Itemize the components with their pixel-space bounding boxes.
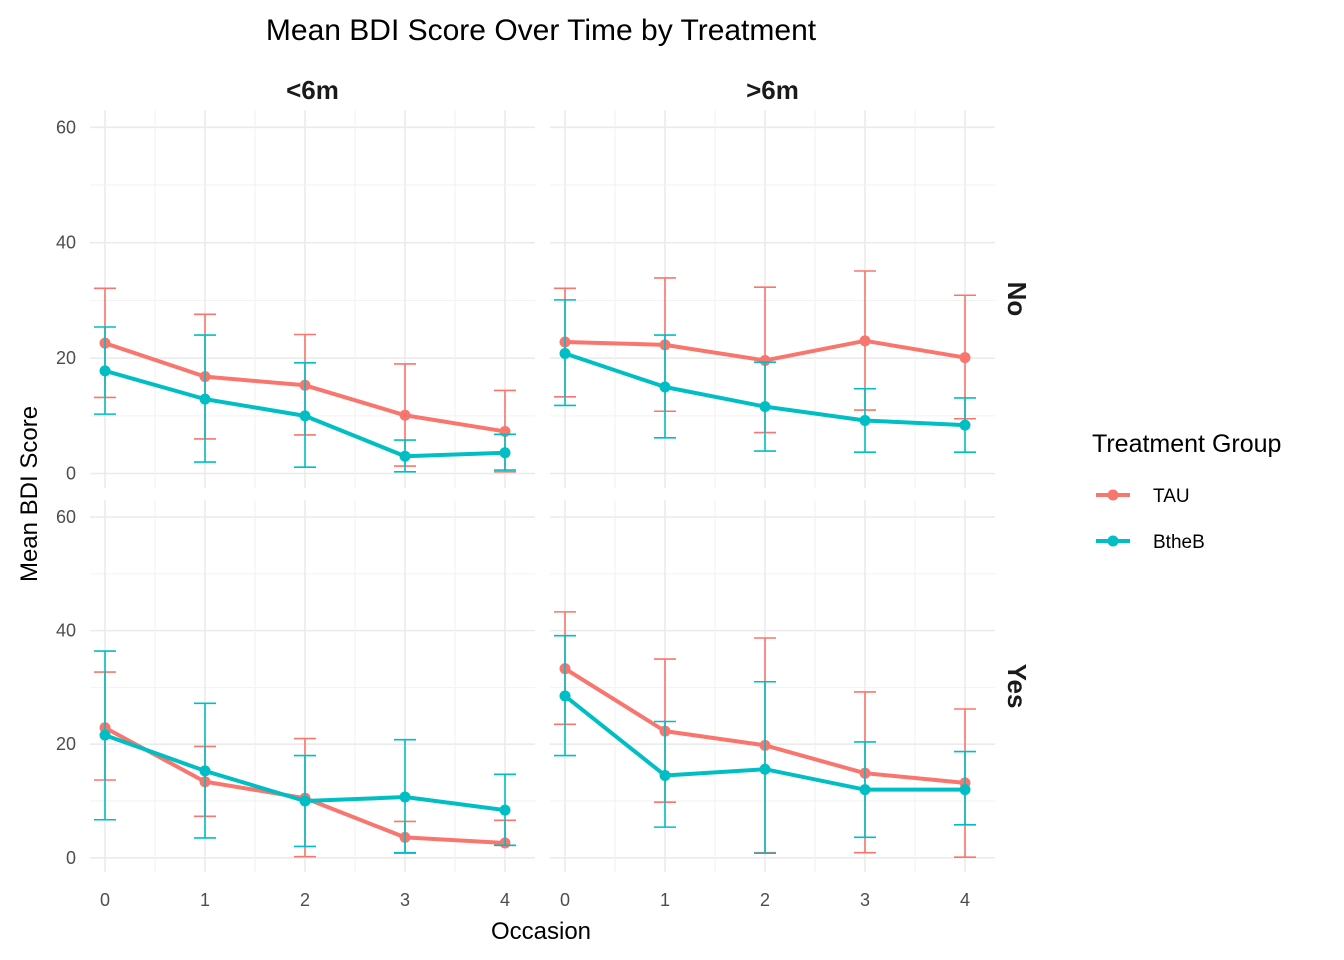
y-tick-label: 0 [66,848,76,868]
legend-key-point [1107,535,1119,547]
legend-entry-BtheB: BtheB [1096,532,1205,553]
data-point [859,784,871,796]
row-strip-label: No [1002,282,1032,317]
data-point [299,795,311,807]
data-point [399,409,411,421]
data-point [199,765,211,777]
panel-0: 0 20 40 60 <6m [56,75,535,488]
data-point [659,769,671,781]
data-point [199,393,211,405]
data-point [859,335,871,347]
y-tick-label: 60 [56,507,76,527]
data-point [759,401,771,413]
y-tick-label: 0 [66,464,76,484]
data-point [559,348,571,360]
legend-key-point [1107,489,1119,501]
data-point [859,414,871,426]
x-tick-label: 3 [860,890,870,910]
x-tick-label: 2 [300,890,310,910]
panel-3: 0 1 2 3 4 Yes [550,500,1032,910]
series-BtheB [554,299,976,454]
x-tick-label: 4 [960,890,970,910]
panel-2: 0 20 40 60 0 1 2 3 4 [56,500,535,910]
legend: Treatment Group TAU BtheB [1092,430,1281,553]
y-tick-label: 40 [56,233,76,253]
legend-title: Treatment Group [1092,430,1281,458]
panel-grid [90,110,535,488]
legend-label: BtheB [1153,532,1205,553]
x-tick-label: 0 [100,890,110,910]
y-tick-label: 40 [56,621,76,641]
panel-1: >6m No [550,75,1032,488]
data-point [99,365,111,377]
series-BtheB [94,650,516,854]
data-point [499,447,511,459]
x-tick-label: 1 [660,890,670,910]
x-tick-label: 0 [560,890,570,910]
data-point [659,381,671,393]
row-strip-label: Yes [1002,664,1032,709]
data-point [499,804,511,816]
y-tick-label: 60 [56,117,76,137]
data-point [99,729,111,741]
x-axis-title: Occasion [491,918,591,945]
x-tick-label: 1 [200,890,210,910]
panel-grid [550,500,995,872]
x-tick-label: 4 [500,890,510,910]
data-point [299,410,311,422]
data-point [959,784,971,796]
data-point [399,450,411,462]
data-point [959,419,971,431]
y-tick-label: 20 [56,348,76,368]
data-point [959,352,971,364]
column-strip-label: <6m [286,75,339,105]
y-axis-title: Mean BDI Score [16,406,43,582]
series-BtheB [554,634,976,855]
x-tick-label: 3 [400,890,410,910]
x-tick-label: 2 [760,890,770,910]
column-strip-label: >6m [746,75,799,105]
y-tick-label: 20 [56,734,76,754]
data-point [559,690,571,702]
legend-entry-TAU: TAU [1096,486,1190,507]
data-point [759,354,771,366]
plot-title: Mean BDI Score Over Time by Treatment [266,14,817,47]
data-point [759,763,771,775]
panel-grid [550,110,995,488]
data-point [399,791,411,803]
panel-grid [90,500,535,872]
legend-label: TAU [1153,486,1190,507]
series-BtheB [94,326,516,473]
